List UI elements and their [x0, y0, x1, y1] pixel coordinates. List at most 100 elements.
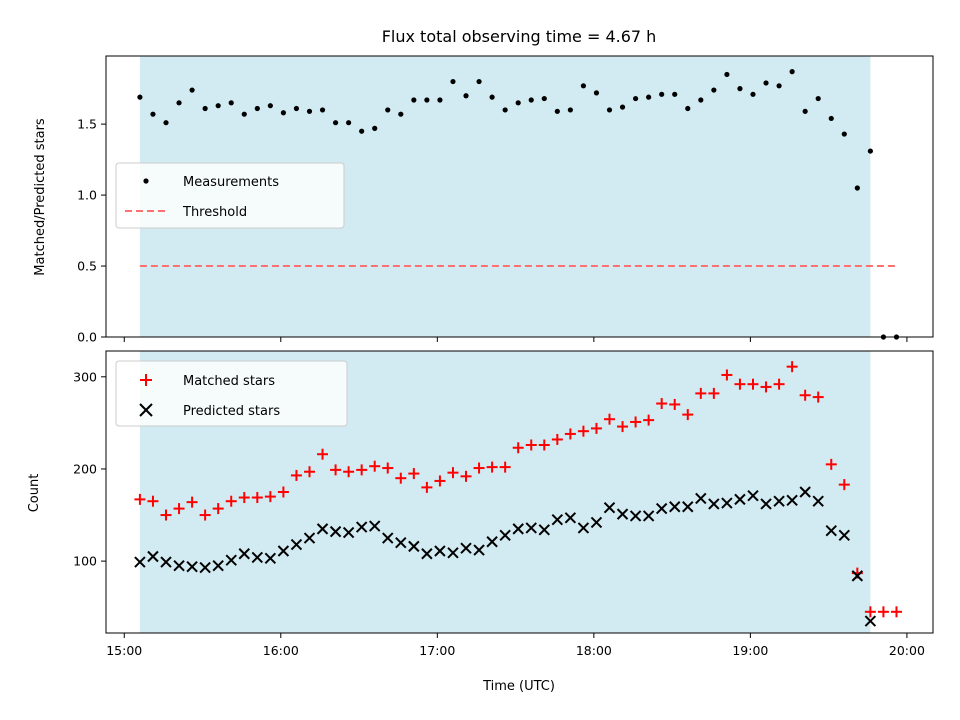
measurement-point [750, 91, 756, 97]
predicted-star-point [395, 536, 407, 549]
measurement-point [437, 97, 443, 103]
measurement-point [593, 90, 600, 96]
measurement-point [398, 111, 404, 117]
bottom-panel: 100 200 300 15:00 16:00 17:00 18:00 19:00 20:00… [27, 350, 934, 694]
matched-star-point [486, 461, 498, 473]
measurement-point [646, 94, 652, 100]
bottom-legend-box [115, 360, 348, 427]
matched-star-point [669, 398, 681, 410]
predicted-star-point [277, 545, 290, 557]
measurement-point [293, 105, 300, 112]
matched-star-point [525, 439, 537, 451]
top-y-axis-label: Matched/Predicted stars [33, 118, 48, 276]
matched-star-point [369, 460, 381, 472]
matched-star-point [382, 462, 394, 474]
chart-title: Flux total observing time = 4.67 h [382, 27, 657, 46]
measurement-point [463, 93, 469, 99]
predicted-star-point [577, 522, 590, 534]
matched-star-point [395, 472, 407, 484]
matched-star-point [473, 462, 485, 474]
predicted-star-point [212, 560, 224, 572]
measurement-point [267, 103, 273, 109]
predicted-star-point [186, 560, 198, 573]
measurement-point [711, 87, 717, 93]
predicted-star-point [303, 532, 316, 544]
predicted-star-point [147, 550, 159, 563]
measurement-point [176, 100, 182, 106]
measurement-point [163, 120, 169, 126]
predicted-star-point [708, 498, 720, 510]
measurement-point [515, 100, 521, 106]
bottom-y-axis: 100 200 300 [73, 369, 106, 569]
matched-star-point [773, 378, 785, 390]
matched-star-point [408, 468, 420, 480]
predicted-star-point [525, 522, 537, 534]
measurement-point [567, 107, 573, 113]
measurement-point [841, 131, 847, 137]
matched-star-point [890, 606, 902, 618]
predicted-star-point [473, 544, 485, 556]
legend-matched-marker [140, 374, 152, 386]
y-tick-label: 100 [73, 554, 97, 569]
measurement-point [332, 120, 339, 126]
predicted-star-point [825, 524, 837, 537]
measurement-point [228, 100, 234, 106]
predicted-star-point [799, 486, 811, 498]
measurement-point [828, 115, 834, 122]
measurement-point [672, 91, 678, 97]
predicted-star-point [812, 495, 824, 507]
matched-star-point [812, 391, 824, 403]
x-axis-label: Time (UTC) [482, 679, 555, 694]
matched-star-point [303, 466, 315, 478]
matched-star-point [682, 409, 694, 421]
bottom-axes-frame [105, 350, 934, 634]
x-tick-label: 16:00 [263, 643, 299, 658]
predicted-star-point [251, 551, 264, 564]
matched-star-point [290, 469, 302, 481]
matched-star-point [447, 467, 459, 479]
measurement-point [541, 95, 547, 102]
predicted-star-point [682, 501, 694, 513]
predicted-star-point [734, 493, 746, 506]
matched-star-point [434, 475, 446, 487]
predicted-star-point [564, 512, 577, 524]
measurement-point [776, 83, 782, 89]
legend-predicted-label: Predicted stars [183, 404, 280, 419]
measurement-point [659, 91, 665, 97]
matched-star-point [564, 428, 576, 440]
predicted-star-point [786, 494, 798, 507]
matched-star-point [186, 496, 198, 508]
matched-star-point [695, 387, 707, 399]
matched-star-point [238, 492, 250, 504]
matched-star-point [173, 503, 185, 515]
matched-star-point [356, 464, 368, 476]
predicted-star-point [460, 542, 472, 554]
top-panel: 0.0 0.5 1.0 1.5 Matched/Predicted stars Mea… [33, 55, 934, 345]
predicted-star-point [512, 523, 524, 535]
matched-star-point [604, 413, 616, 425]
predicted-star-point [838, 529, 851, 542]
measurement-point [319, 107, 326, 113]
matched-star-point [147, 495, 159, 507]
matched-star-point [721, 369, 733, 381]
measurement-point [632, 95, 639, 102]
predicted-star-point [773, 495, 785, 507]
matched-star-point [760, 381, 772, 393]
predicted-star-point [655, 502, 668, 515]
matched-star-point [499, 461, 511, 473]
x-tick-label: 15:00 [106, 643, 142, 658]
measurement-point [763, 80, 769, 86]
bottom-x-axis: 15:00 16:00 17:00 18:00 19:00 20:00 [106, 633, 925, 658]
measurement-point [385, 107, 391, 113]
predicted-star-point [760, 498, 772, 510]
matched-star-point [460, 470, 472, 482]
matched-star-point [656, 398, 668, 410]
top-legend: Measurements Threshold [115, 162, 345, 229]
y-tick-label: 200 [73, 461, 97, 476]
legend-measurements-marker [143, 178, 149, 184]
predicted-star-point [669, 501, 681, 513]
predicted-star-point [355, 521, 368, 533]
measurement-point [372, 125, 378, 131]
predicted-star-point [499, 529, 511, 542]
